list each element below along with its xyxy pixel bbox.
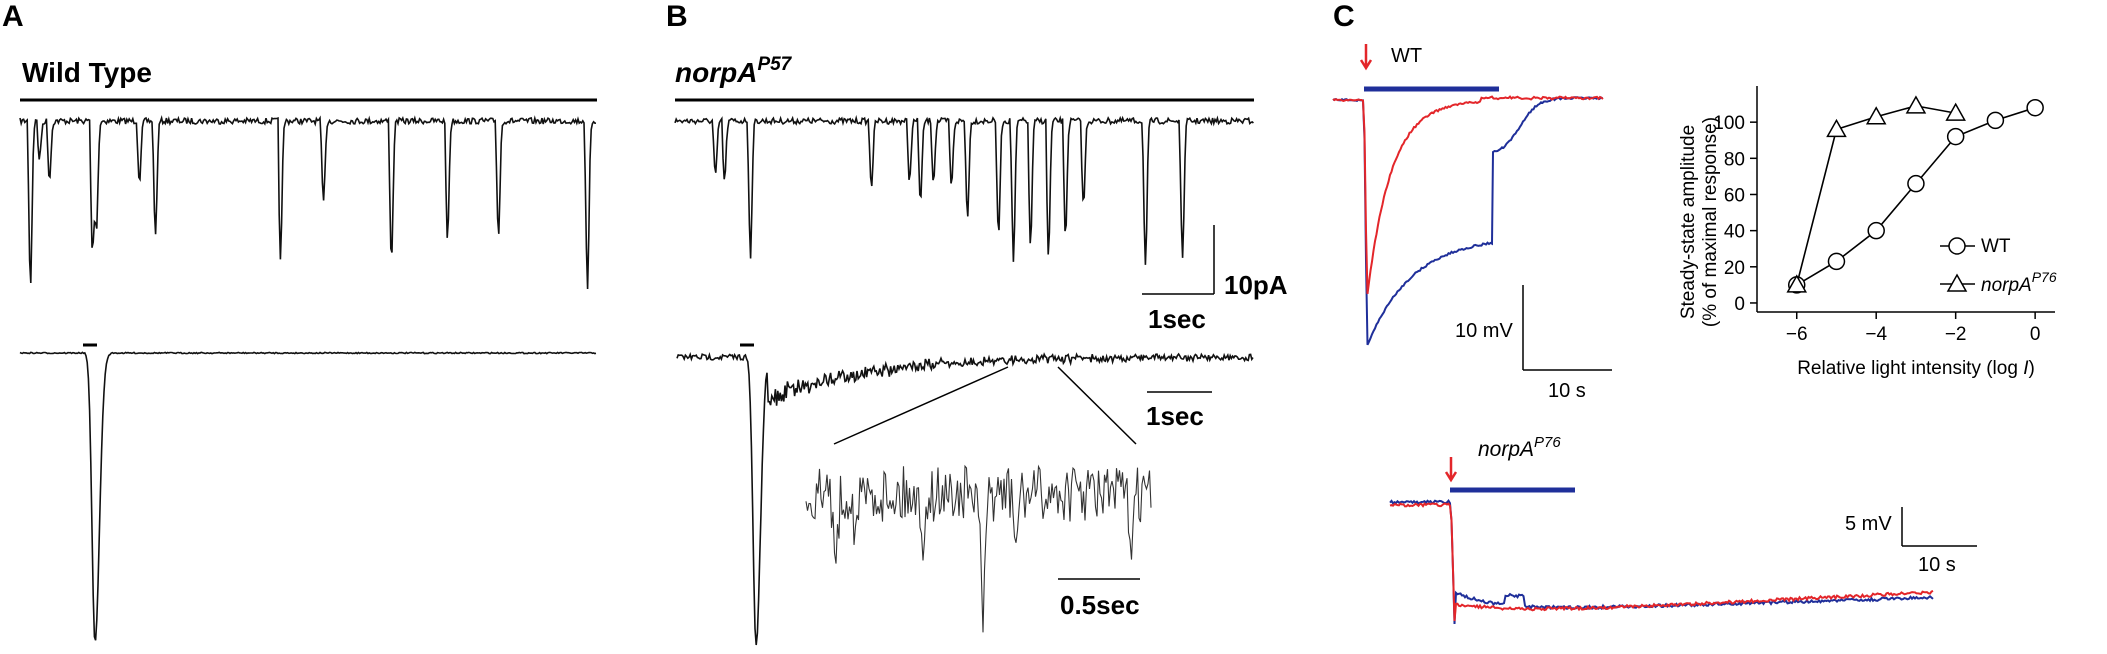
ir-y-tick-label: 20 bbox=[1724, 258, 1745, 279]
ir-y-tick-label: 60 bbox=[1724, 185, 1745, 206]
ir-data-point-triangle bbox=[1865, 106, 1887, 125]
intensity-response-plot: 0 20 40 60 80 100 −6 −4 −2 0 Relative light inten… bbox=[1678, 86, 2057, 379]
ir-data-point-circle bbox=[1827, 252, 1846, 271]
panel-a-flash-response-trace bbox=[19, 351, 597, 641]
panel-b-inset-trace bbox=[805, 464, 1152, 633]
legend-mut-label-sup: P76 bbox=[2032, 269, 2057, 285]
panel-b-title-sup: P57 bbox=[757, 54, 792, 75]
ir-x-axis-label-var: I bbox=[2023, 358, 2029, 379]
ir-series bbox=[1786, 95, 2044, 294]
panel-c-letter: C bbox=[1333, 0, 1355, 33]
ir-data-point-triangle bbox=[1786, 274, 1808, 293]
mut-trace-label: norpAP76 bbox=[1478, 434, 1561, 461]
mut-trace-label-main: norpA bbox=[1478, 438, 1534, 461]
legend-mut-triangle-icon bbox=[1946, 273, 1968, 292]
panel-a-bump-trace bbox=[19, 115, 597, 290]
ir-data-point-circle bbox=[2026, 98, 2044, 117]
ir-x-axis-label-main: Relative light intensity (log bbox=[1797, 358, 2023, 379]
panel-b-title-main: norpA bbox=[675, 57, 757, 88]
ir-ticks: 0 20 40 60 80 100 −6 −4 −2 0 bbox=[1713, 113, 2040, 345]
ir-x-axis-label: Relative light intensity (log I) bbox=[1797, 358, 2035, 379]
legend-wt-circle-icon bbox=[1948, 237, 1966, 255]
ir-y-tick-label: 80 bbox=[1724, 149, 1745, 170]
ir-y-tick-label: 0 bbox=[1734, 294, 1745, 315]
wt-blue-trace bbox=[1332, 96, 1603, 346]
panel-a-letter: A bbox=[2, 0, 24, 33]
ir-x-tick-label: 0 bbox=[2030, 324, 2041, 345]
ir-y-axis-label-line2: (% of maximal response) bbox=[1700, 117, 1721, 327]
mut-stimulus-arrow-icon bbox=[1444, 457, 1458, 483]
ir-y-axis-label-line1: Steady-state amplitude bbox=[1678, 125, 1699, 319]
ir-x-tick-label: −4 bbox=[1865, 324, 1887, 345]
panel-a-title: Wild Type bbox=[22, 57, 152, 88]
legend-mut-label: norpAP76 bbox=[1981, 269, 2057, 296]
ir-y-tick-label: 40 bbox=[1724, 222, 1745, 243]
inset-time-scale-label: 0.5sec bbox=[1060, 590, 1140, 620]
mut-voltage-scale-label: 5 mV bbox=[1845, 513, 1892, 535]
wt-stimulus-arrow-icon bbox=[1359, 44, 1373, 71]
legend-mut-label-main: norpA bbox=[1981, 275, 2032, 296]
ir-data-point-circle bbox=[1986, 111, 2005, 130]
b-time-scale-label-mid: 1sec bbox=[1146, 401, 1204, 431]
ir-x-axis-label-close: ) bbox=[2028, 358, 2034, 379]
ir-y-tick-label: 100 bbox=[1713, 113, 1745, 134]
wt-time-scale-label: 10 s bbox=[1548, 380, 1586, 402]
ir-x-tick-label: −6 bbox=[1786, 324, 1808, 345]
ir-data-point-triangle bbox=[1945, 102, 1966, 121]
ir-data-point-circle bbox=[1946, 127, 1965, 146]
wt-voltage-scale-label: 10 mV bbox=[1455, 320, 1513, 342]
panel-b-flash-response-trace bbox=[676, 351, 1254, 646]
legend-wt-label: WT bbox=[1981, 236, 2011, 257]
wt-red-trace bbox=[1332, 95, 1604, 295]
panel-b-bump-trace bbox=[674, 114, 1254, 265]
panel-b-title: norpAP57 bbox=[675, 54, 793, 88]
mut-trace-label-sup: P76 bbox=[1534, 434, 1561, 451]
mut-red-trace bbox=[1389, 502, 1934, 622]
ir-data-point-triangle bbox=[1826, 118, 1847, 138]
ir-data-point-circle bbox=[1907, 174, 1925, 193]
ir-x-tick-label: −2 bbox=[1945, 324, 1967, 345]
mut-time-scale-label: 10 s bbox=[1918, 554, 1956, 576]
wt-trace-label: WT bbox=[1391, 45, 1422, 67]
ir-series-line-1 bbox=[1795, 105, 1956, 286]
b-time-scale-label-top: 1sec bbox=[1148, 304, 1206, 334]
b-current-scale-label: 10pA bbox=[1224, 270, 1288, 300]
ir-data-point-triangle bbox=[1905, 95, 1927, 114]
inset-zoom-line-right bbox=[1057, 366, 1137, 445]
inset-zoom-line-left bbox=[833, 366, 1009, 445]
ir-legend: WT norpAP76 bbox=[1940, 236, 2057, 296]
panel-b-letter: B bbox=[666, 0, 688, 33]
ir-data-point-circle bbox=[1867, 221, 1885, 240]
